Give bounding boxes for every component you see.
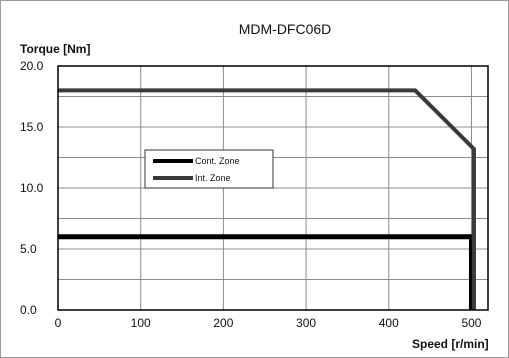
y-tick-label-1: 5.0 bbox=[20, 242, 37, 256]
series-line-1 bbox=[58, 88, 476, 310]
legend-box bbox=[144, 149, 274, 189]
legend-label-1: Int. Zone bbox=[195, 173, 231, 183]
x-tick-label-2: 200 bbox=[213, 316, 233, 330]
chart-title: MDM-DFC06D bbox=[239, 21, 332, 37]
y-tick-label-0: 0.0 bbox=[20, 303, 37, 317]
legend: Cont. Zone Int. Zone bbox=[144, 149, 274, 189]
x-axis-label: Speed [r/min] bbox=[412, 337, 489, 351]
x-tick-label-3: 300 bbox=[296, 316, 316, 330]
y-tick-label-3: 15.0 bbox=[20, 120, 44, 134]
plot-area bbox=[57, 65, 489, 311]
x-tick-label-0: 0 bbox=[55, 316, 62, 330]
tick-labels: 0 100 200 300 400 500 0.0 5.0 10.0 15.0 20.0 bbox=[20, 59, 482, 330]
legend-label-0: Cont. Zone bbox=[195, 156, 240, 166]
x-tick-label-5: 500 bbox=[461, 316, 481, 330]
x-tick-label-4: 400 bbox=[379, 316, 399, 330]
y-tick-label-4: 20.0 bbox=[20, 59, 44, 73]
series-line-0 bbox=[58, 234, 474, 310]
x-tick-label-1: 100 bbox=[131, 316, 151, 330]
y-axis-label: Torque [Nm] bbox=[20, 42, 90, 56]
series-group bbox=[58, 88, 476, 310]
y-tick-label-2: 10.0 bbox=[20, 181, 44, 195]
